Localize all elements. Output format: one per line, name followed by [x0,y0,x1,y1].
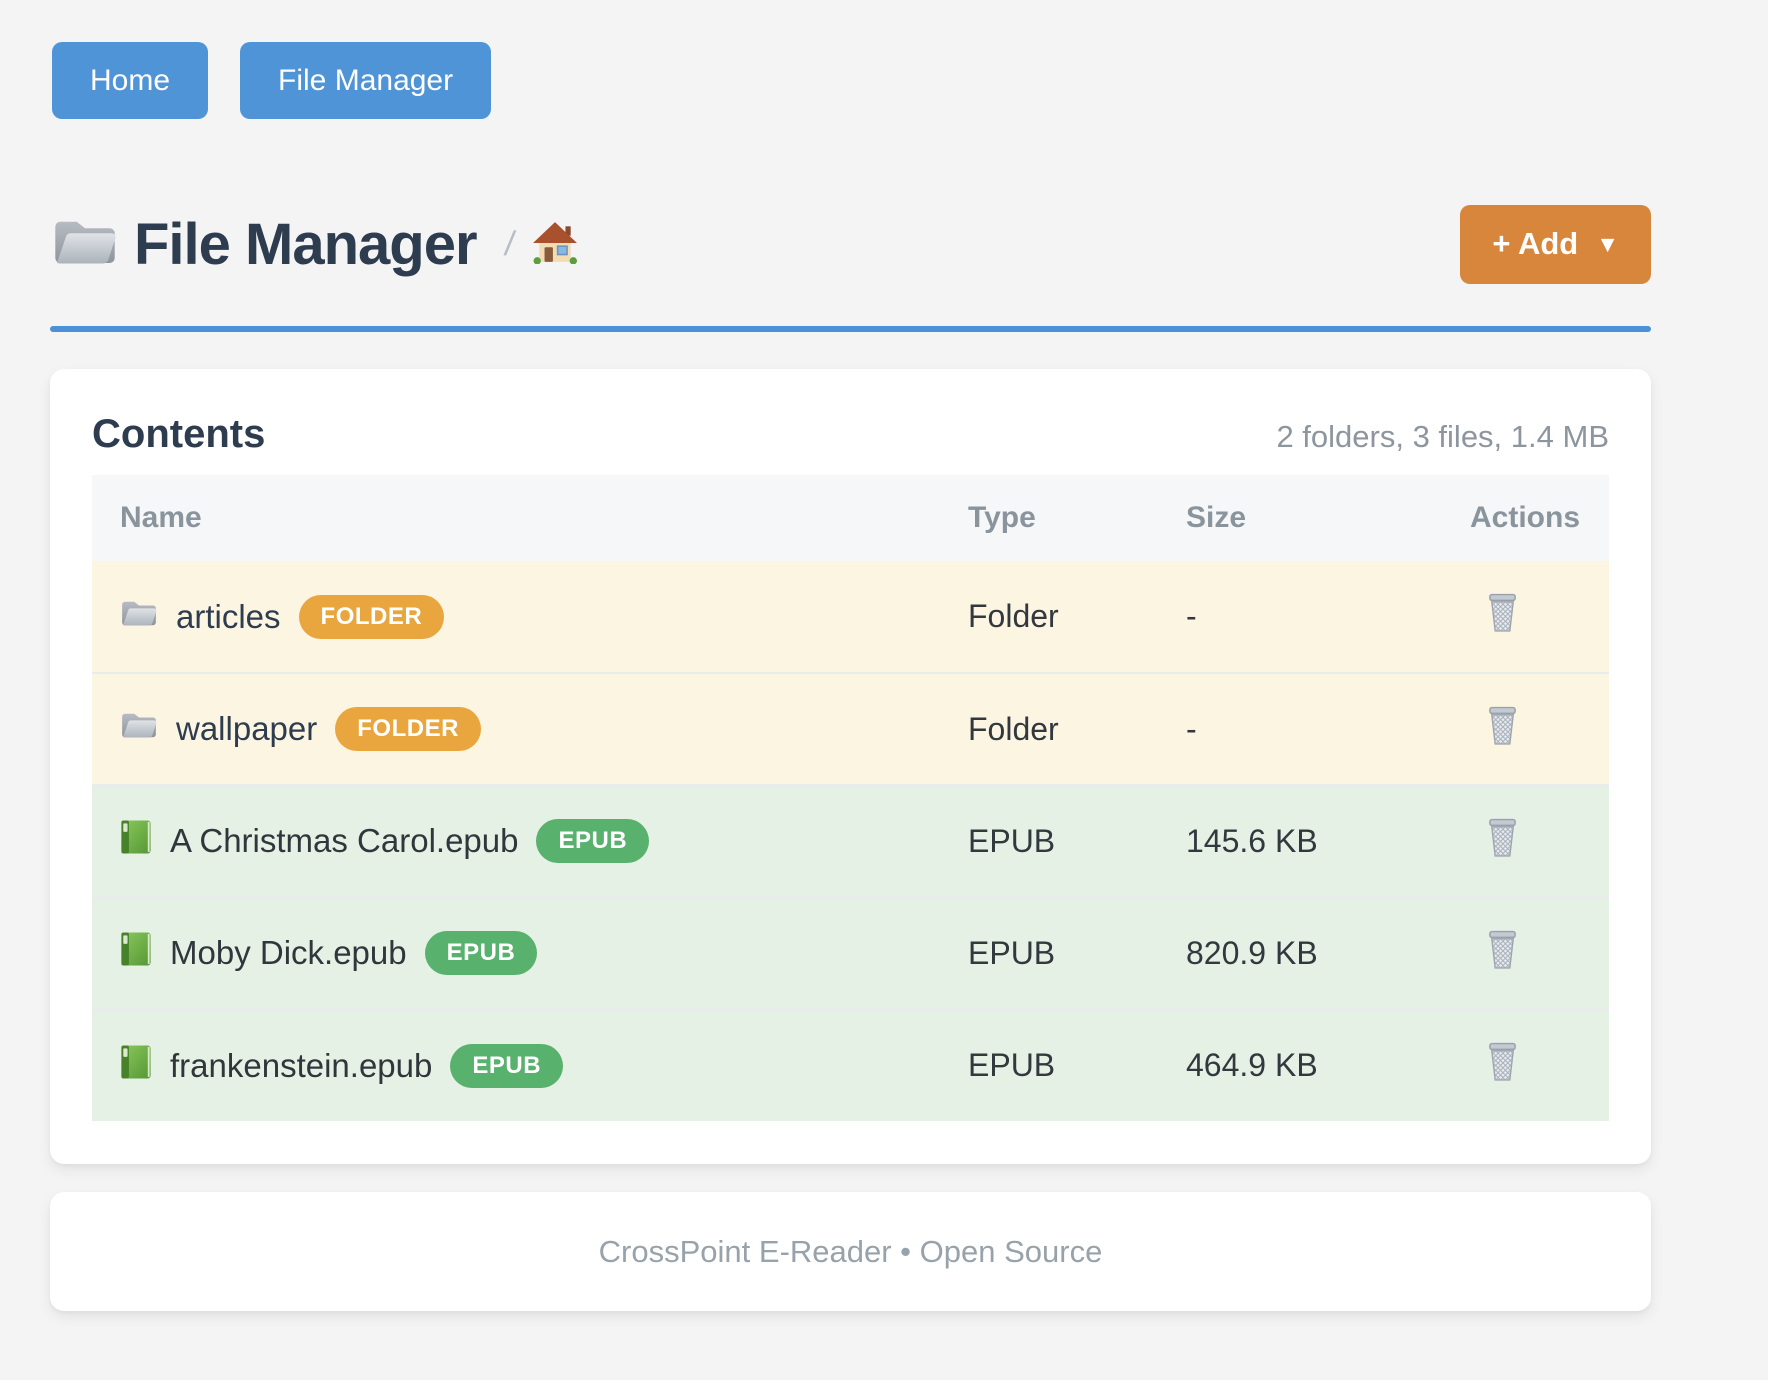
green-book-icon [120,1044,152,1088]
column-header-size: Size [1186,501,1247,534]
delete-button[interactable] [1486,929,1519,973]
file-type: Folder [968,598,1059,634]
add-button[interactable]: + Add ▼ [1460,204,1651,284]
folder-badge: FOLDER [298,594,445,639]
breadcrumb-home-link[interactable] [532,220,578,269]
file-type: EPUB [968,1008,1186,1121]
home-icon [532,220,578,269]
green-book-icon [120,819,152,863]
file-name[interactable]: Moby Dick.epub [170,934,407,971]
epub-badge: EPUB [424,931,538,975]
folder-icon [120,710,158,748]
contents-heading: Contents [92,412,266,456]
column-header-type: Type [968,501,1036,534]
delete-button[interactable] [1486,817,1519,861]
file-type: Folder [968,672,1186,785]
trash-icon [1486,1041,1519,1085]
footer-text: CrossPoint E-Reader • Open Source [598,1233,1103,1269]
file-size: 145.6 KB [1186,784,1470,897]
delete-button[interactable] [1486,1041,1519,1085]
folder-badge: FOLDER [335,707,481,751]
table-header-row: Name Type Size Actions [92,475,1609,561]
file-type: EPUB [968,896,1186,1009]
file-size: - [1186,672,1470,785]
epub-badge: EPUB [536,819,650,863]
footer-card: CrossPoint E-Reader • Open Source [50,1192,1651,1311]
folder-icon [52,215,118,273]
file-name[interactable]: articles [176,597,281,635]
column-header-name: Name [120,501,202,534]
epub-badge: EPUB [450,1043,564,1088]
contents-summary: 2 folders, 3 files, 1.4 MB [1276,419,1609,454]
folder-icon [120,598,158,636]
table-row-moby-dick[interactable]: Moby Dick.epub EPUB EPUB 820.9 KB [92,896,1609,1009]
trash-icon [1486,592,1519,636]
trash-icon [1486,929,1519,973]
file-name[interactable]: A Christmas Carol.epub [170,822,519,859]
add-button-label: + Add [1492,226,1579,261]
file-type: EPUB [968,784,1186,897]
table-row-a-christmas-carol[interactable]: A Christmas Carol.epub EPUB EPUB 145.6 K… [92,784,1609,897]
trash-icon [1486,705,1519,749]
file-size: 464.9 KB [1186,1008,1470,1121]
trash-icon [1486,817,1519,861]
home-button[interactable]: Home [52,42,209,119]
caret-down-icon: ▼ [1596,230,1619,257]
delete-button[interactable] [1486,705,1519,749]
title-divider [50,326,1651,332]
table-row-wallpaper[interactable]: wallpaper FOLDER Folder - [92,672,1609,785]
page-title: File Manager [134,211,478,277]
file-size: - [1186,598,1197,634]
file-table: Name Type Size Actions articl [92,475,1609,1121]
file-name[interactable]: frankenstein.epub [170,1046,433,1084]
table-row-articles[interactable]: articles FOLDER Folder - [92,561,1609,673]
contents-card: Contents 2 folders, 3 files, 1.4 MB Name… [50,369,1651,1164]
file-manager-button[interactable]: File Manager [240,42,492,119]
page-header: File Manager / + Add ▼ [52,198,1651,290]
table-row-frankenstein[interactable]: frankenstein.epub EPUB EPUB 464.9 KB [92,1008,1609,1121]
delete-button[interactable] [1486,592,1519,636]
file-name[interactable]: wallpaper [176,710,318,747]
top-nav: Home File Manager [52,42,492,119]
file-size: 820.9 KB [1186,896,1470,1009]
breadcrumb-separator: / [501,224,517,263]
green-book-icon [120,931,152,975]
column-header-actions: Actions [1470,501,1581,534]
contents-card-header: Contents 2 folders, 3 files, 1.4 MB [92,411,1609,457]
